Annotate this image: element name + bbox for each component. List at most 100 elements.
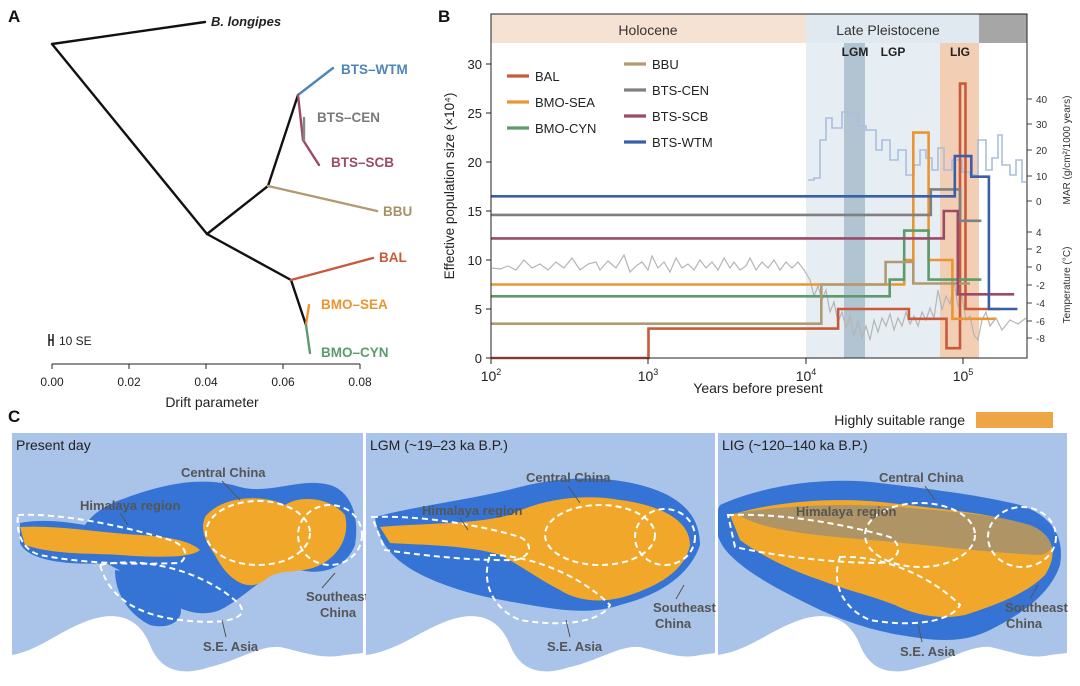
ne-line-bts-scb [491,209,1015,296]
svg-text:102: 102 [481,367,502,384]
chart-b-legend: BAL BMO-SEA BMO-CYN BBU BTS-CEN BTS-SCB BTS-WT… [507,57,713,150]
map-label-central-china: Central China [879,470,964,485]
panel-a-letter: A [8,7,20,26]
lig-label: LIG [950,45,970,59]
y-tick: 10 [468,253,482,268]
ne-line-bal [491,82,1000,360]
panel-a: A B. longipes BTS–WTM BTS–CEN BTS–SCB BB… [8,7,412,410]
temp-tick: 0 [1036,263,1042,274]
lgm-label: LGM [842,45,869,59]
temp-tick: -6 [1036,317,1045,328]
tip-label-bts-wtm: BTS–WTM [341,62,408,77]
map-label-southeast-china-2: China [320,605,357,620]
map-label-southeast-china-2: China [1006,616,1043,631]
map-lig [718,433,1067,686]
y-tick: 20 [468,155,482,170]
y-tick: 30 [468,57,482,72]
tree-tips [266,66,379,355]
legend-label: BAL [535,69,560,84]
tree-x-label: Drift parameter [165,394,259,410]
tip-label-bts-scb: BTS–SCB [331,155,394,170]
legend-label: BMO-SEA [535,95,595,110]
svg-text:103: 103 [638,367,659,384]
mar-curve [808,111,1026,183]
y-tick: 25 [468,106,482,121]
map-lgm [366,433,715,686]
panel-c: C Highly suitable range Present day Cent… [8,407,1069,686]
lgm-band [844,43,865,358]
panel-b: B Holocene Late Pleistocene LGM LGP LIG … [438,7,1073,396]
map-label-se-asia: S.E. Asia [203,639,259,654]
map-title-lig: LIG (~120–140 ka B.P.) [722,437,868,453]
panel-b-letter: B [438,7,450,26]
map-label-southeast-china-2: China [655,616,692,631]
tip-label-bal: BAL [379,250,407,265]
mar-axis-label: MAR (g/cm²/1000 years) [1062,96,1073,205]
ne-series-group [491,82,1018,360]
temp-tick: -8 [1036,334,1045,345]
y-tick: 0 [475,351,482,366]
panel-c-letter: C [8,407,20,426]
outgroup-label: B. longipes [211,14,281,29]
tree-x-tick: 0.00 [40,375,64,389]
x-axis-label: Years before present [693,380,823,396]
temp-tick: 4 [1036,228,1042,239]
temperature-curve [491,253,1027,342]
map-label-central-china: Central China [181,465,266,480]
mar-tick: 0 [1036,197,1042,208]
mar-tick: 40 [1036,95,1048,106]
legend-label: BTS-CEN [652,83,709,98]
svg-text:104: 104 [796,367,817,384]
tip-label-bts-cen: BTS–CEN [317,110,380,125]
map-label-se-asia: S.E. Asia [547,639,603,654]
svg-text:105: 105 [953,367,974,384]
map-label-himalaya: Himalaya region [422,503,522,518]
chart-b-axes [490,13,1028,359]
legend-label: BTS-WTM [652,135,713,150]
ne-line-bts-cen [491,188,982,223]
legend-label: BMO-CYN [535,121,596,136]
y-tick: 5 [475,302,482,317]
tip-label-bmo-cyn: BMO–CYN [321,345,389,360]
map-label-central-china: Central China [526,470,611,485]
holocene-band [491,14,806,43]
late-pleistocene-band [806,14,979,43]
tree-x-tick: 0.02 [117,375,141,389]
y-tick: 15 [468,204,482,219]
ne-line-bts-wtm [491,154,1018,311]
tip-label-bmo-sea: BMO–SEA [321,297,388,312]
map-label-himalaya: Himalaya region [80,498,180,513]
map-title-present: Present day [16,437,91,453]
ne-line-bbu [491,260,970,326]
temperature-axis-label: Temperature (°C) [1062,247,1073,324]
tree-x-tick: 0.08 [348,375,372,389]
x-ticks: 102 103 104 105 [481,367,974,384]
tree-x-tick: 0.04 [194,375,218,389]
map-label-southeast-china: Southeast [306,589,370,604]
mar-tick: 10 [1036,172,1048,183]
temp-tick: 2 [1036,245,1042,256]
map-label-himalaya: Himalaya region [796,504,896,519]
legend-label: BBU [652,57,679,72]
holocene-label: Holocene [618,22,677,38]
suitable-range-swatch [976,412,1053,428]
scale-bar-label: 10 SE [59,334,92,348]
temp-tick: -4 [1036,299,1045,310]
mar-tick: 30 [1036,120,1048,131]
legend-label: BTS-SCB [652,109,708,124]
scale-bar [48,334,54,346]
tree-branches [50,20,308,327]
late-pleistocene-label: Late Pleistocene [836,22,940,38]
y-axis-label: Effective population size (×10⁴) [442,93,457,280]
map-present-day [12,433,363,686]
mar-tick: 20 [1036,146,1048,157]
map-label-southeast-china: Southeast [653,600,717,615]
suitable-range-legend-label: Highly suitable range [834,412,965,428]
tree-x-axis [51,363,361,369]
map-label-southeast-china: Southeast [1005,600,1069,615]
tree-x-tick: 0.06 [271,375,295,389]
temp-tick: -2 [1036,281,1045,292]
map-title-lgm: LGM (~19–23 ka B.P.) [370,437,508,453]
tip-label-bbu: BBU [383,204,412,219]
ne-line-bmo-cyn [491,229,982,298]
